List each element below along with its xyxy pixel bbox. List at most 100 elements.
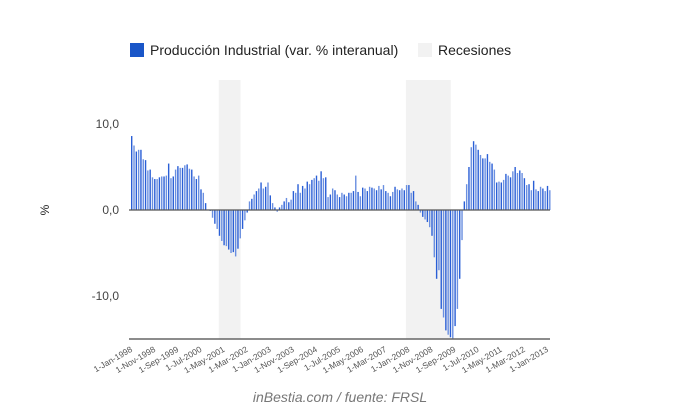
bar [223,210,225,246]
bar [368,186,371,210]
bar [428,210,431,228]
bar [401,188,403,210]
y-tick-label: 10,0 [96,117,120,131]
bar [546,185,549,210]
bar [225,210,228,247]
bar [184,165,186,210]
bar [202,192,205,210]
bar [544,191,546,210]
bar [292,191,295,210]
bar [336,194,338,210]
bar [447,210,449,335]
bar [161,176,163,210]
bar [308,184,311,210]
bar [408,185,410,210]
bar [426,210,429,223]
bar [288,202,290,210]
bar [422,210,424,217]
bar [181,167,184,210]
bar [507,175,509,210]
bar [385,191,387,210]
bar [463,201,466,210]
bar [484,158,486,210]
bar [228,210,230,250]
legend-label-produccion: Producción Industrial (var. % interanual… [150,42,399,58]
legend-item-produccion[interactable]: Producción Industrial (var. % interanual… [130,42,398,58]
bar [232,210,235,253]
bar [327,197,329,210]
bar [477,149,479,210]
bar [338,197,341,210]
bar [137,149,140,210]
bar [528,184,530,210]
bar [445,210,447,331]
bar [530,190,533,210]
bar [278,207,281,210]
y-axis-label: % [38,204,52,215]
bar [519,170,521,210]
bar [375,190,378,210]
bar [442,210,445,318]
bar [264,186,267,210]
bar [262,188,265,210]
bar [419,210,422,213]
bar [389,196,392,210]
bar [394,186,396,210]
bar [325,177,327,210]
bar [241,210,244,229]
bar [274,207,276,210]
bar [435,210,438,279]
legend-label-recesiones: Recesiones [438,42,512,58]
bar [412,191,415,210]
bar [156,179,158,210]
bar [167,163,170,210]
bar [350,192,352,210]
source-footer: inBestia.com / fuente: FRSL [252,389,428,405]
bar [188,168,191,210]
bar [493,169,496,210]
bar [163,176,165,210]
bar [179,167,181,210]
bar [523,178,526,210]
bar [285,197,288,210]
bar [341,192,343,210]
bar [535,189,537,210]
bar [461,210,463,241]
bar [177,166,179,210]
bar [331,188,334,210]
bar [131,136,133,210]
bar [514,167,516,210]
bar [172,176,174,210]
bar [204,203,207,210]
bar [149,169,151,210]
y-tick-label: 0,0 [102,203,119,217]
bar [246,210,248,213]
bar [301,185,304,210]
legend-swatch-blue [130,43,144,57]
y-tick-label: -10,0 [92,289,120,303]
bar [459,210,461,279]
bar [269,195,271,210]
bar [221,210,223,241]
bar [313,178,315,210]
bar [382,185,385,210]
bar [456,210,459,309]
bar [516,173,519,210]
bar [371,187,373,210]
bar [191,169,193,210]
bar [452,210,454,339]
bar [144,160,147,210]
bar [158,177,161,210]
legend-item-recesiones[interactable]: Recesiones [418,42,511,58]
bar [244,210,246,221]
bar [230,210,232,253]
bar [542,188,544,210]
bar [398,190,401,210]
bar [200,189,202,210]
bar [348,192,350,210]
bar [297,184,299,210]
bar [186,164,188,210]
bar [526,185,528,210]
bar [271,203,274,210]
